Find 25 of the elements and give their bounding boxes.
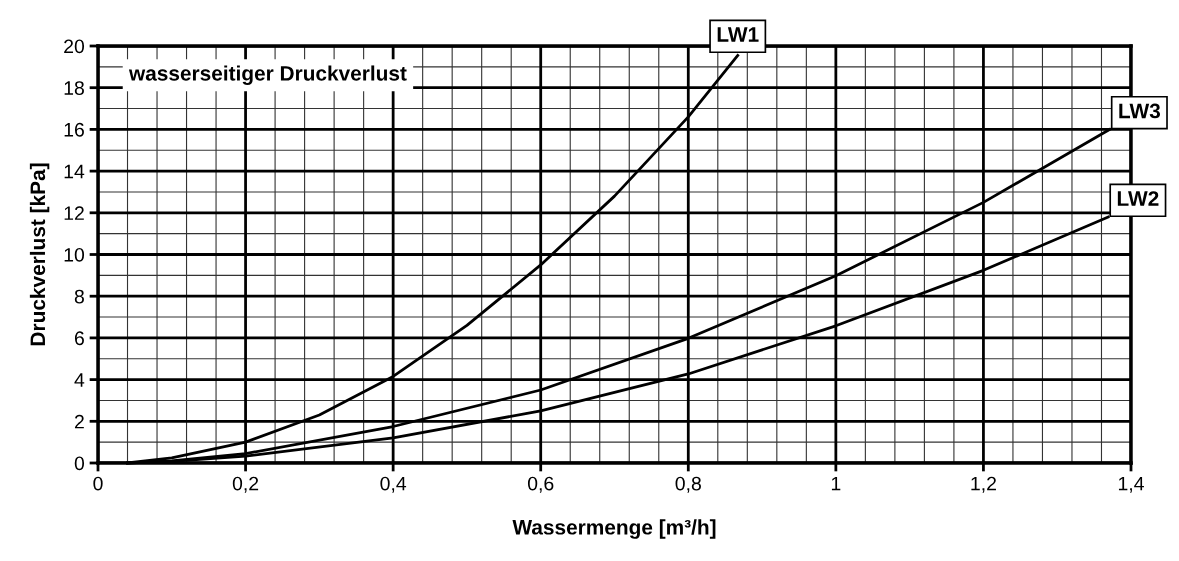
series-label: LW1: [717, 27, 759, 42]
y-tick-label: 16: [64, 122, 84, 137]
y-tick-label: 4: [74, 373, 85, 387]
x-tick-label: 1,2: [971, 476, 996, 493]
y-tick-label: 10: [64, 247, 85, 262]
x-tick-label: 1,4: [1118, 476, 1144, 493]
y-axis-title: Druckverlust [kPa]: [29, 163, 50, 346]
y-tick-label: 18: [64, 81, 84, 95]
y-tick-label: 8: [74, 289, 84, 304]
x-tick-label: 0,6: [527, 476, 554, 493]
annotation: wasserseitiger Druckverlust: [128, 65, 407, 85]
x-tick-label: 0,2: [232, 476, 259, 493]
x-tick-label: 0: [93, 476, 103, 491]
x-tick-label: 1: [831, 476, 841, 491]
x-tick-label: 0,4: [380, 476, 407, 493]
y-tick-label: 14: [64, 164, 85, 179]
y-tick-label: 2: [74, 414, 84, 429]
y-tick-label: 6: [74, 331, 84, 346]
y-tick-label: 20: [64, 39, 85, 54]
y-tick-label: 0: [74, 456, 85, 471]
x-axis-title: Wassermenge [m³/h]: [512, 519, 716, 539]
x-tick-label: 0,8: [675, 476, 701, 493]
series-label: LW3: [1119, 103, 1161, 119]
y-tick-label: 12: [64, 206, 84, 220]
series-label: LW2: [1117, 191, 1159, 206]
